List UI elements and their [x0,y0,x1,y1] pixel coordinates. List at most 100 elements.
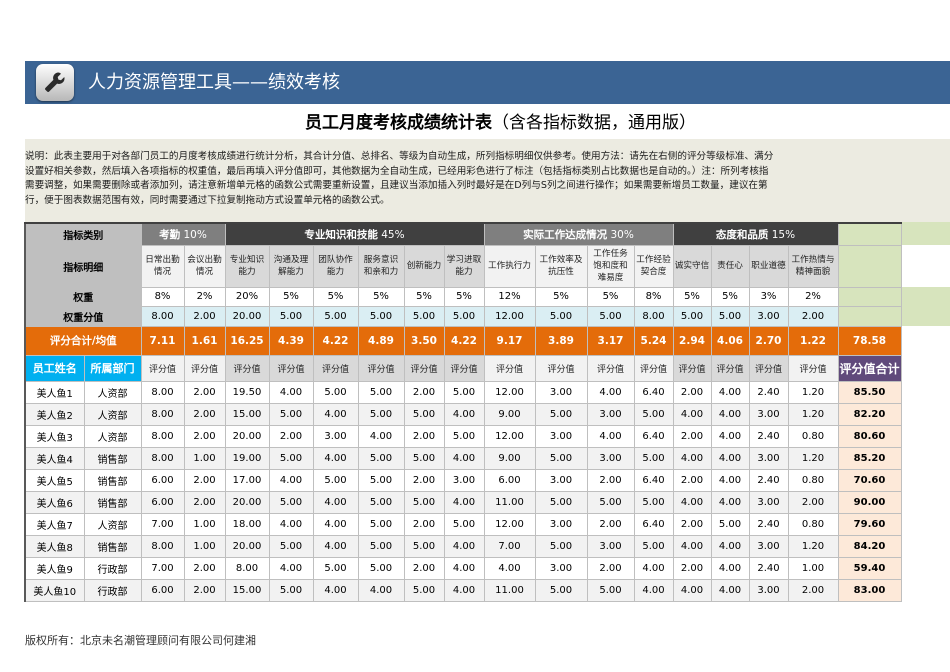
score-cell[interactable]: 5.00 [633,402,674,426]
score-cell[interactable]: 5.00 [268,402,314,426]
score-cell[interactable]: 4.00 [710,424,750,448]
total-cell[interactable]: 83.00 [837,578,902,602]
employee-name[interactable]: 美人鱼2 [24,402,85,426]
score-cell[interactable]: 5.00 [403,446,445,470]
score-cell[interactable]: 9.00 [483,446,536,470]
score-header[interactable]: 评分值 [443,354,485,382]
score-cell[interactable]: 5.00 [357,534,405,558]
score-cell[interactable]: 2.40 [748,424,789,448]
summary-label[interactable]: 评分合计/均值 [24,325,142,356]
average-cell[interactable]: 4.22 [443,325,485,356]
score-cell[interactable]: 2.00 [672,380,712,404]
weight-cell[interactable]: 5% [403,286,445,307]
score-cell[interactable]: 4.00 [268,512,314,536]
score-cell[interactable]: 3.00 [586,534,635,558]
score-cell[interactable]: 5.00 [403,490,445,514]
weight-cell[interactable]: 8% [140,286,185,307]
average-cell[interactable]: 2.70 [748,325,789,356]
score-cell[interactable]: 4.00 [710,534,750,558]
score-cell[interactable]: 4.00 [443,490,485,514]
score-cell[interactable]: 4.00 [312,512,359,536]
score-cell[interactable]: 1.20 [787,446,839,470]
score-cell[interactable]: 19.00 [224,446,270,470]
indicator-label[interactable]: 沟通及理 解能力 [268,244,314,288]
score-cell[interactable]: 5.00 [534,534,588,558]
indicator-label[interactable]: 服务意识 和亲和力 [357,244,405,288]
weight-cell[interactable]: 5% [443,286,485,307]
total-cell[interactable]: 84.20 [837,534,902,558]
average-cell[interactable]: 4.22 [312,325,359,356]
score-cell[interactable]: 4.00 [672,402,712,426]
score-cell[interactable]: 2.00 [787,578,839,602]
weight-score-cell[interactable]: 5.00 [586,305,635,327]
employee-dept[interactable]: 销售部 [83,490,142,514]
score-cell[interactable]: 5.00 [268,490,314,514]
score-cell[interactable]: 5.00 [443,512,485,536]
score-cell[interactable]: 0.80 [787,512,839,536]
weight-cell[interactable]: 5% [357,286,405,307]
score-cell[interactable]: 12.00 [483,380,536,404]
total-column-blank[interactable] [837,286,902,307]
score-cell[interactable]: 4.00 [710,380,750,404]
employee-name[interactable]: 美人鱼3 [24,424,85,448]
score-cell[interactable]: 4.00 [710,446,750,470]
score-cell[interactable]: 7.00 [140,556,185,580]
score-header[interactable]: 评分值 [268,354,314,382]
score-cell[interactable]: 12.00 [483,512,536,536]
average-cell[interactable]: 3.89 [534,325,588,356]
score-cell[interactable]: 4.00 [443,534,485,558]
score-cell[interactable]: 20.00 [224,424,270,448]
score-cell[interactable]: 9.00 [483,402,536,426]
score-cell[interactable]: 4.00 [357,578,405,602]
score-cell[interactable]: 8.00 [140,402,185,426]
weight-score-label[interactable]: 权重分值 [24,305,142,327]
total-cell[interactable]: 85.20 [837,446,902,470]
score-cell[interactable]: 5.00 [534,446,588,470]
weight-cell[interactable]: 12% [483,286,536,307]
score-cell[interactable]: 5.00 [312,556,359,580]
average-cell[interactable]: 4.06 [710,325,750,356]
weight-cell[interactable]: 5% [268,286,314,307]
score-cell[interactable]: 2.40 [748,468,789,492]
detail-label[interactable]: 指标明细 [24,244,142,288]
weight-cell[interactable]: 5% [586,286,635,307]
category-label[interactable]: 指标类别 [24,222,142,246]
score-header[interactable]: 评分值 [312,354,359,382]
score-cell[interactable]: 7.00 [483,534,536,558]
weight-label[interactable]: 权重 [24,286,142,307]
score-cell[interactable]: 11.00 [483,490,536,514]
score-header[interactable]: 评分值 [787,354,839,382]
score-cell[interactable]: 2.40 [748,380,789,404]
score-cell[interactable]: 8.00 [140,446,185,470]
average-cell[interactable]: 7.11 [140,325,185,356]
weight-score-cell[interactable]: 8.00 [140,305,185,327]
score-cell[interactable]: 0.80 [787,468,839,492]
score-cell[interactable]: 4.00 [586,424,635,448]
score-cell[interactable]: 2.00 [183,490,226,514]
score-cell[interactable]: 5.00 [268,534,314,558]
score-cell[interactable]: 0.80 [787,424,839,448]
employee-name[interactable]: 美人鱼7 [24,512,85,536]
score-cell[interactable]: 3.00 [534,468,588,492]
indicator-label[interactable]: 专业知识 能力 [224,244,270,288]
total-column-blank[interactable] [837,305,902,327]
score-cell[interactable]: 4.00 [268,556,314,580]
score-cell[interactable]: 2.00 [586,468,635,492]
average-cell[interactable]: 1.61 [183,325,226,356]
employee-dept[interactable]: 人资部 [83,424,142,448]
score-cell[interactable]: 3.00 [534,424,588,448]
score-cell[interactable]: 4.00 [268,468,314,492]
score-cell[interactable]: 4.00 [312,490,359,514]
indicator-label[interactable]: 日常出勤 情况 [140,244,185,288]
score-cell[interactable]: 4.00 [672,534,712,558]
name-header[interactable]: 员工姓名 [24,354,85,382]
indicator-label[interactable]: 会议出勤 情况 [183,244,226,288]
score-cell[interactable]: 8.00 [140,380,185,404]
weight-cell[interactable]: 8% [633,286,674,307]
score-header[interactable]: 评分值 [357,354,405,382]
score-cell[interactable]: 2.00 [183,578,226,602]
category-attendance[interactable]: 考勤 10% [140,222,226,246]
score-cell[interactable]: 3.00 [534,512,588,536]
employee-name[interactable]: 美人鱼8 [24,534,85,558]
indicator-label[interactable]: 责任心 [710,244,750,288]
